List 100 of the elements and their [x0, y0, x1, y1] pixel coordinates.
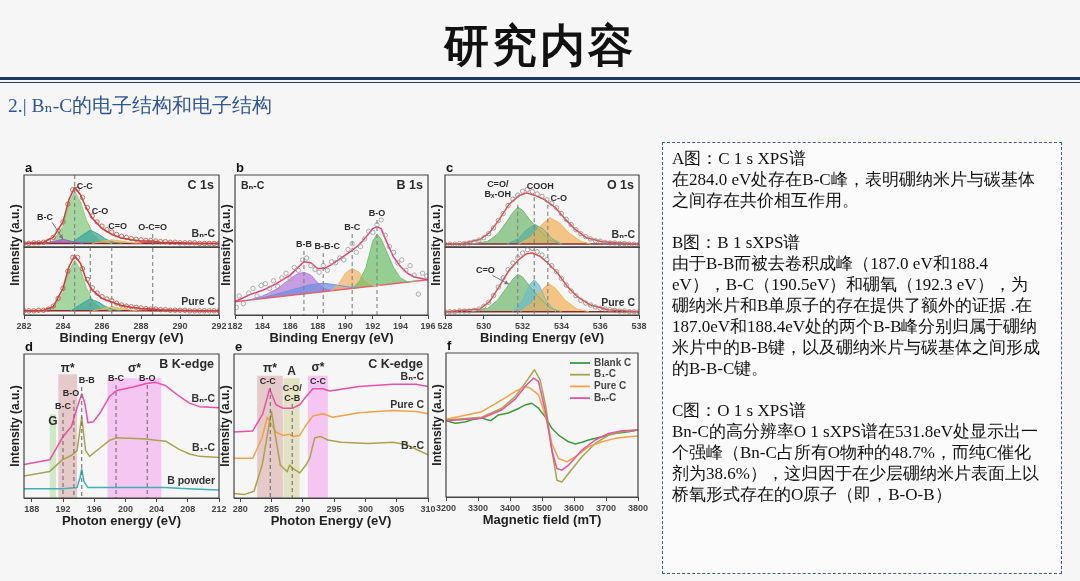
- x-tick-label: 184: [255, 320, 271, 331]
- x-tick-label: 204: [149, 503, 165, 514]
- chart-title: d: [25, 338, 33, 354]
- y-axis-title: Intensity (a.u.): [8, 385, 23, 467]
- y-axis-title: Intensity (a.u.): [430, 384, 445, 466]
- x-tick-label: 192: [365, 320, 381, 331]
- x-tick-label: 3400: [499, 502, 521, 513]
- y-axis-title: Intensity (a.u.): [218, 385, 233, 467]
- x-tick-label: 305: [389, 503, 405, 514]
- x-tick-label: 538: [631, 320, 647, 331]
- ref-line-label: B-B: [78, 375, 96, 386]
- x-tick-label: 212: [211, 503, 227, 514]
- x-tick-label: 3800: [627, 502, 649, 513]
- text: C图：O 1 s XPS谱: [672, 400, 807, 421]
- x-tick-label: 208: [180, 503, 196, 514]
- x-tick-label: 310: [420, 503, 436, 514]
- legend-label: Bₙ-C: [594, 391, 617, 403]
- x-tick-label: 188: [310, 320, 326, 331]
- text: A图：C 1 s XPS谱: [672, 148, 807, 169]
- annotation: C-O: [91, 206, 109, 217]
- x-tick-label: 295: [326, 503, 342, 514]
- band-label: π*: [60, 360, 75, 375]
- ref-line-label: B-C: [344, 222, 361, 233]
- x-tick-label: 300: [357, 503, 373, 514]
- x-tick-label: 536: [592, 320, 608, 331]
- annotation: C=O: [476, 264, 495, 275]
- x-tick-label: 282: [16, 320, 32, 331]
- ref-line-label: C-C: [76, 181, 94, 192]
- ref-line-label: B-O: [368, 207, 386, 218]
- x-tick-label: 290: [172, 320, 188, 331]
- x-tick-label: 192: [55, 503, 71, 514]
- text: B图：B 1 sXPS谱: [672, 232, 802, 253]
- x-axis-title: Binding Energy (eV): [59, 329, 184, 345]
- x-tick-label: 280: [232, 503, 248, 514]
- ref-line-label: B-B: [295, 239, 313, 250]
- band-label: A: [287, 364, 297, 379]
- annotation: C-C: [310, 376, 327, 387]
- series-label: Bₙ-C: [191, 391, 216, 404]
- ref-line-label: C-O: [550, 193, 568, 204]
- legend-label: Pure C: [594, 380, 627, 392]
- ref-line-label: C-C: [259, 376, 277, 387]
- band-label: G: [48, 414, 58, 429]
- ref-line-label: B-O: [62, 388, 80, 399]
- annotation: B-C: [37, 211, 54, 222]
- text: B 1s: [396, 178, 424, 193]
- x-tick-label: 290: [295, 503, 311, 514]
- ref-line-label: B-C: [108, 373, 125, 384]
- ref-line-label: C-O/ C-B: [282, 382, 303, 403]
- x-tick-label: 196: [86, 503, 102, 514]
- x-tick-label: 532: [515, 320, 531, 331]
- annotation: C=O: [108, 221, 127, 232]
- x-tick-label: 284: [55, 320, 71, 331]
- band-label: σ*: [311, 360, 325, 375]
- text: B K-edge: [159, 357, 215, 372]
- series-label: Bₙ-C: [191, 227, 216, 240]
- x-axis-title: Photon energy (eV): [61, 512, 182, 528]
- x-axis-title: Binding Energy (eV): [269, 329, 394, 345]
- annotation: O 1s: [606, 178, 635, 193]
- chart-title: b: [236, 159, 244, 175]
- series-label: B₁-C: [191, 441, 216, 454]
- x-axis-title: Binding Energy (eV): [479, 329, 605, 345]
- x-tick-label: 286: [94, 320, 110, 331]
- ref-line-label: C=O/ Bₓ-OH: [484, 179, 511, 200]
- x-tick-label: 3500: [531, 502, 553, 513]
- x-tick-label: 534: [553, 320, 569, 331]
- series-label: Pure C: [390, 397, 425, 410]
- band-label: π*: [263, 360, 278, 375]
- text: 2.| Bₙ-C的电子结构和电子结构: [8, 94, 273, 118]
- annotation: C 1s: [187, 178, 215, 193]
- legend-label: B₁-C: [594, 368, 616, 380]
- ref-line-label: B-B-C: [314, 241, 341, 252]
- text: 研究内容: [442, 20, 637, 73]
- x-tick-label: 292: [211, 320, 227, 331]
- ref-line-label: B-C: [55, 401, 72, 412]
- text: C K-edge: [368, 357, 424, 372]
- chart-title: e: [235, 338, 243, 354]
- x-tick-label: 182: [227, 320, 243, 331]
- x-axis-title: Magnetic field (mT): [482, 511, 602, 527]
- x-tick-label: 3300: [467, 502, 489, 513]
- band-label: σ*: [127, 360, 142, 375]
- text: 由于B-B而被去卷积成峰（187.0 eV和188.4 eV），B-C（190.5eV）和硼氧（192.3 eV），为硼纳米片和B单原子的存在提供了额外的证据 .在187.0eV和188.4eV处的两个B-B峰分别归属于硼纳米片中的B-B键，以及硼纳米片与碳基体之间形成的B-B-C键。: [672, 253, 1042, 379]
- ref-line-label: B-O: [138, 373, 156, 384]
- y-axis-title: Intensity (a.u.): [429, 204, 444, 286]
- x-tick-label: 288: [133, 320, 149, 331]
- series-label: Pure C: [181, 294, 216, 307]
- y-axis-title: Intensity (a.u.): [219, 204, 234, 286]
- x-tick-label: 530: [476, 320, 492, 331]
- x-axis-title: Photon Energy (eV): [270, 512, 392, 528]
- chart-title: f: [447, 337, 452, 353]
- series-label: B₁-C: [400, 438, 425, 451]
- chart-title: c: [446, 159, 454, 175]
- x-tick-label: 188: [24, 503, 40, 514]
- x-tick-label: 3200: [435, 502, 457, 513]
- series-label: Bₙ-C: [400, 370, 425, 383]
- y-axis-title: Intensity (a.u.): [8, 204, 23, 286]
- x-tick-label: 190: [337, 320, 353, 331]
- text: Bₙ-C: [241, 178, 265, 191]
- series-label: B powder: [167, 473, 215, 486]
- legend-label: Blank C: [594, 356, 632, 368]
- x-tick-label: 3700: [595, 502, 617, 513]
